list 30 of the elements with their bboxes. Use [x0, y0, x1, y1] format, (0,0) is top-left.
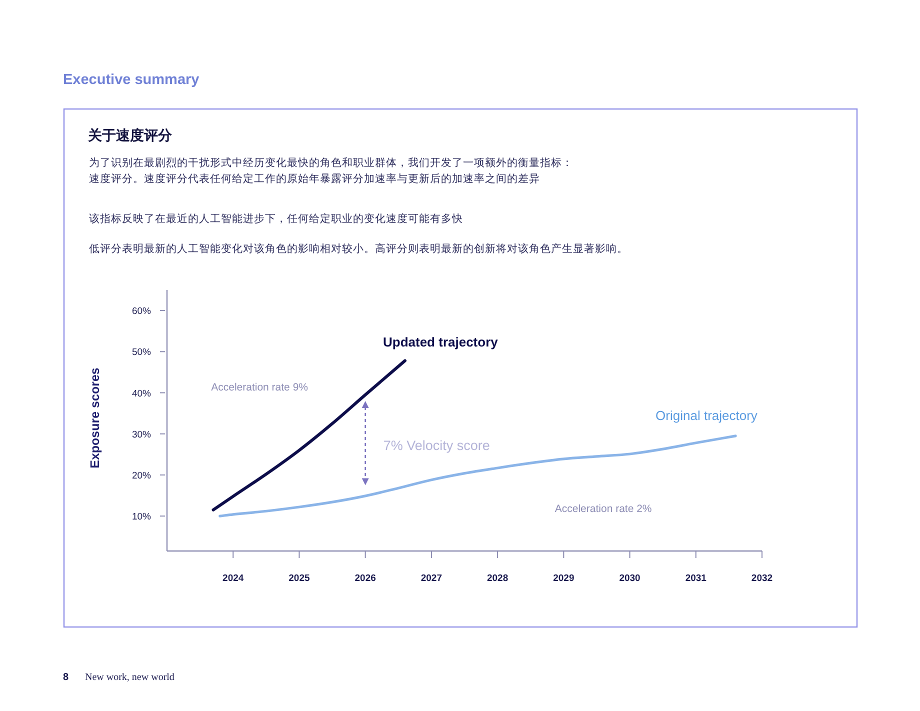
text: Executive summary — [63, 72, 200, 88]
text: New work, new world — [85, 672, 174, 683]
annotation: 7% Velocity score — [383, 438, 490, 454]
y-tick-label: 30% — [132, 429, 152, 440]
y-tick-label: 50% — [132, 347, 152, 358]
y-tick-label: 60% — [132, 306, 152, 318]
line-series — [218, 434, 737, 518]
x-tick-label: 2030 — [619, 573, 640, 584]
text: 8 — [63, 672, 69, 683]
x-tick-label: 2027 — [420, 573, 442, 584]
y-tick-label: 10% — [132, 512, 152, 523]
y-axis-title: Exposure scores — [88, 368, 102, 468]
text: 该指标反映了在最近的人工智能进步下，任何给定职业的变化速度可能有多快 — [89, 212, 463, 225]
annotation: Acceleration rate 2% — [554, 502, 652, 515]
x-tick-label: 2031 — [685, 573, 708, 584]
line-series — [212, 359, 406, 512]
x-tick-label: 2032 — [751, 573, 773, 584]
chart-subtitle: 为了识别在最剧烈的干扰形式中经历变化最快的角色和职业群体，我们开发了一项额外的衡量指标：速度评分。速度评分代表任何给定工作的原始年暴露评分加速率与更新后的加速率之间的差异 — [89, 156, 573, 185]
x-tick-label: 2024 — [222, 573, 244, 584]
annotation: Acceleration rate 9% — [211, 382, 308, 394]
x-tick-label: 2025 — [288, 573, 310, 584]
y-tick-label: 40% — [132, 388, 152, 400]
series-label: Updated trajectory — [383, 334, 499, 350]
x-tick-label: 2029 — [553, 573, 574, 584]
x-tick-label: 2028 — [486, 573, 508, 584]
series-label: Original trajectory — [656, 408, 758, 423]
text: 低评分表明最新的人工智能变化对该角色的影响相对较小。高评分则表明最新的创新将对该角色产生显著影响。 — [89, 242, 628, 255]
y-tick-label: 20% — [132, 470, 152, 482]
chart-title: 关于速度评分 — [87, 127, 173, 143]
x-tick-label: 2026 — [354, 573, 376, 584]
